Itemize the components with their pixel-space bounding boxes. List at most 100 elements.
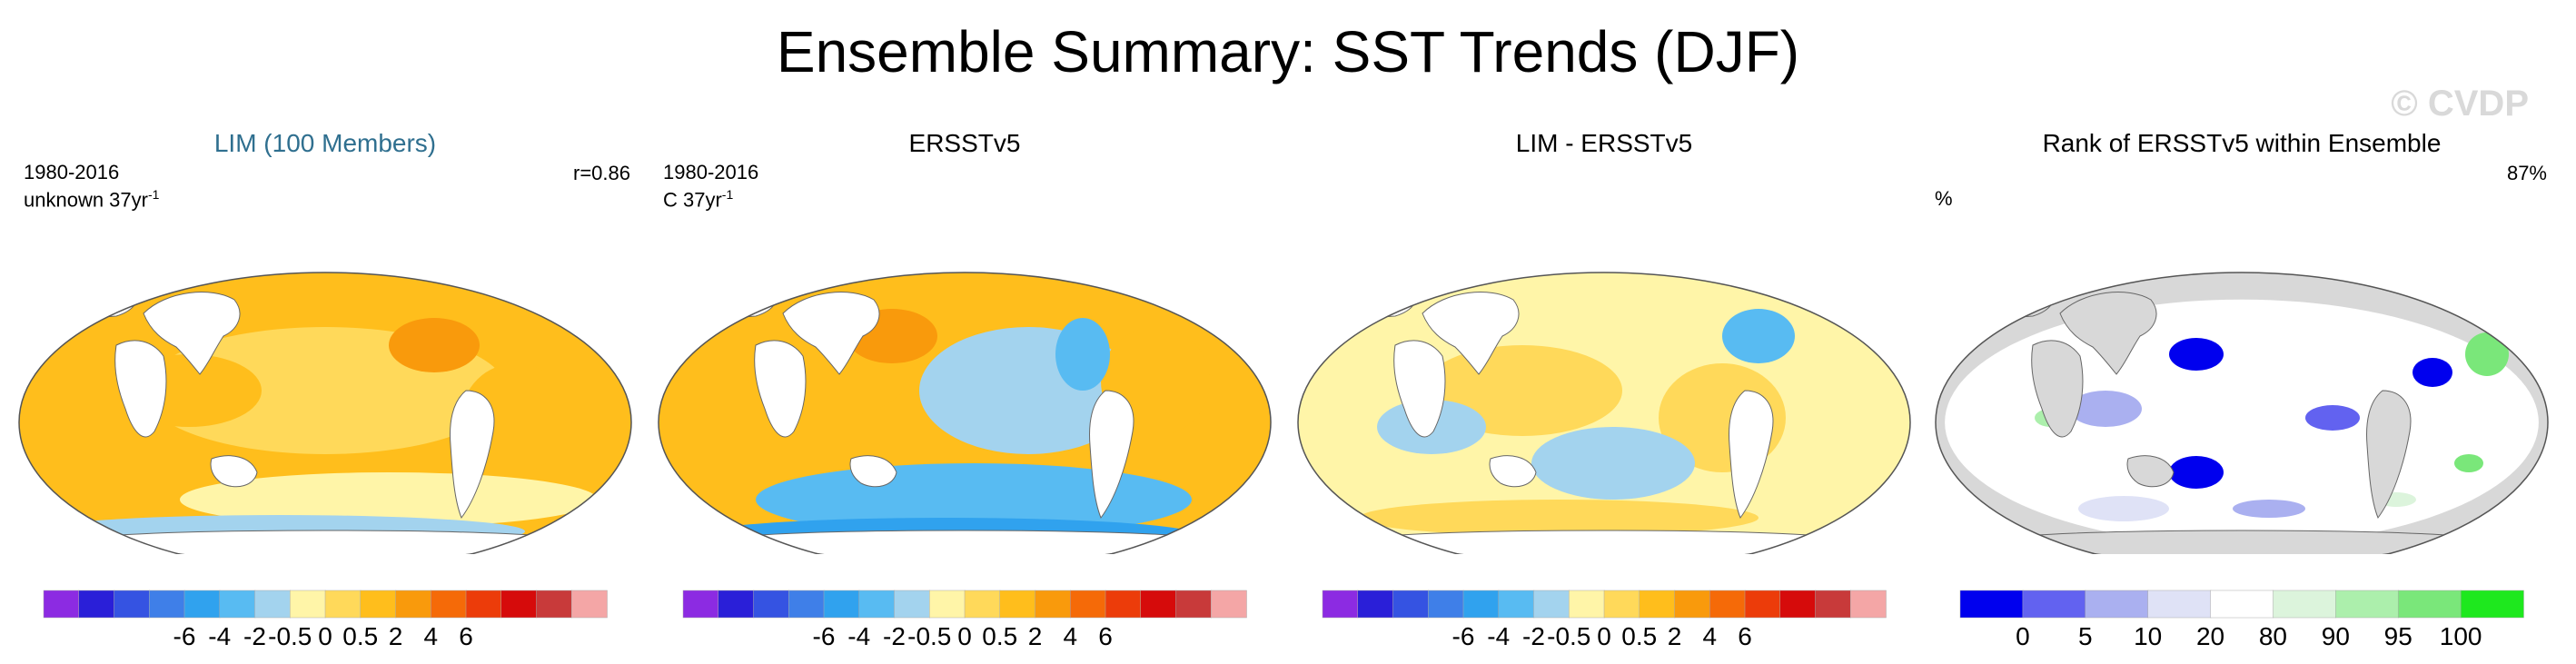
colorbar-tick-label: -2 xyxy=(243,622,266,650)
colorbar-segment xyxy=(1176,590,1212,618)
colorbar-segment xyxy=(1675,590,1710,618)
colorbar-segment xyxy=(895,590,930,618)
figure-title: Ensemble Summary: SST Trends (DJF) xyxy=(0,18,2576,85)
panel-diff: LIM - ERSSTv5 -6 -4 -2 -0.5 0 0.5 2 4 6 xyxy=(1286,118,1922,663)
colorbar-segment xyxy=(290,590,325,618)
colorbar-segment xyxy=(255,590,291,618)
colorbar-segment xyxy=(965,590,1000,618)
colorbar-segment xyxy=(2023,590,2086,618)
colorbar-segment xyxy=(1105,590,1141,618)
colorbar-segment xyxy=(2273,590,2335,618)
colorbar-segment xyxy=(149,590,184,618)
colorbar-segment xyxy=(1960,590,2023,618)
colorbar-tick-label: 6 xyxy=(459,622,473,650)
colorbar-tick-label: -4 xyxy=(208,622,231,650)
colorbar-segment xyxy=(114,590,150,618)
colorbar-tick-label: -4 xyxy=(1487,622,1510,650)
colorbar-segment xyxy=(1816,590,1851,618)
colorbar-segment xyxy=(44,590,79,618)
colorbar-tick-label: 0.5 xyxy=(982,622,1017,650)
colorbar-tick-label: 2 xyxy=(1028,622,1043,650)
colorbar-segment xyxy=(2398,590,2461,618)
colorbar-tick-label: 0.5 xyxy=(342,622,378,650)
colorbar-segment xyxy=(718,590,754,618)
colorbar-segment xyxy=(1323,590,1358,618)
colorbar-tick-label: -0.5 xyxy=(907,622,951,650)
colorbar-segment xyxy=(1709,590,1745,618)
colorbar-segment xyxy=(754,590,789,618)
colorbar-tick-label: 80 xyxy=(2259,622,2287,650)
colorbar-tick-label: 2 xyxy=(389,622,403,650)
colorbar-segment xyxy=(396,590,431,618)
colorbar-tick-label: 2 xyxy=(1668,622,1682,650)
colorbar-segment xyxy=(788,590,824,618)
colorbar-segment xyxy=(184,590,220,618)
panel-ersst: ERSSTv5 1980-2016 C 37yr-1 -6 -4 -2 -0.5 0 0.… xyxy=(647,118,1283,663)
colorbar-segment xyxy=(2211,590,2274,618)
colorbar-segment xyxy=(325,590,361,618)
colorbar-segment xyxy=(501,590,537,618)
colorbar-segment xyxy=(2335,590,2398,618)
colorbar-tick-label: 6 xyxy=(1098,622,1113,650)
colorbar-tick-label: 20 xyxy=(2196,622,2224,650)
colorbar-tick-label: -6 xyxy=(1452,622,1475,650)
colorbar-tick-label: 4 xyxy=(1702,622,1717,650)
colorbar-diff: -6 -4 -2 -0.5 0 0.5 2 4 6 xyxy=(1286,118,1922,663)
colorbar-segment xyxy=(1534,590,1570,618)
colorbar-segment xyxy=(1604,590,1640,618)
colorbar-segment xyxy=(466,590,501,618)
colorbar-tick-label: 10 xyxy=(2134,622,2162,650)
colorbar-tick-label: 0 xyxy=(957,622,972,650)
colorbar-segment xyxy=(824,590,859,618)
colorbar-segment xyxy=(1000,590,1035,618)
colorbar-tick-label: -2 xyxy=(1522,622,1545,650)
colorbar-tick-label: -4 xyxy=(847,622,870,650)
colorbar-segment xyxy=(1211,590,1246,618)
colorbar-tick-label: -2 xyxy=(883,622,906,650)
colorbar-tick-label: 6 xyxy=(1738,622,1752,650)
colorbar-segment xyxy=(1393,590,1429,618)
colorbar-tick-label: 4 xyxy=(1063,622,1077,650)
colorbar-ersst: -6 -4 -2 -0.5 0 0.5 2 4 6 xyxy=(647,118,1283,663)
colorbar-segment xyxy=(571,590,607,618)
colorbar-segment xyxy=(1358,590,1393,618)
colorbar-segment xyxy=(220,590,255,618)
colorbar-segment xyxy=(1070,590,1105,618)
colorbar-segment xyxy=(929,590,965,618)
colorbar-tick-label: 0 xyxy=(2016,622,2030,650)
colorbar-segment xyxy=(1141,590,1176,618)
colorbar-tick-label: 0 xyxy=(318,622,332,650)
colorbar-segment xyxy=(431,590,466,618)
colorbar-segment xyxy=(1499,590,1534,618)
colorbar-segment xyxy=(1035,590,1071,618)
colorbar-tick-label: -0.5 xyxy=(1547,622,1590,650)
colorbar-tick-label: 0 xyxy=(1597,622,1611,650)
colorbar-tick-label: -6 xyxy=(813,622,836,650)
colorbar-tick-label: -6 xyxy=(173,622,196,650)
colorbar-tick-label: 4 xyxy=(423,622,438,650)
colorbar-segment xyxy=(1780,590,1816,618)
colorbar-tick-label: 100 xyxy=(2440,622,2482,650)
colorbar-segment xyxy=(859,590,895,618)
colorbar-segment xyxy=(1463,590,1499,618)
colorbar-segment xyxy=(2461,590,2523,618)
colorbar-tick-label: 90 xyxy=(2322,622,2350,650)
colorbar-segment xyxy=(79,590,114,618)
colorbar-tick-label: 95 xyxy=(2384,622,2413,650)
colorbar-segment xyxy=(683,590,718,618)
panel-lim: LIM (100 Members) 1980-2016 unknown 37yr… xyxy=(7,118,643,663)
colorbar-segment xyxy=(361,590,396,618)
colorbar-tick-label: -0.5 xyxy=(268,622,312,650)
colorbar-rank: 0 5 10 20 80 90 95 100 xyxy=(1924,118,2560,663)
colorbar-tick-label: 0.5 xyxy=(1621,622,1657,650)
colorbar-segment xyxy=(1745,590,1780,618)
colorbar-segment xyxy=(1428,590,1463,618)
colorbar-segment xyxy=(537,590,572,618)
panel-rank: Rank of ERSSTv5 within Ensemble 87% % 0 5… xyxy=(1924,118,2560,663)
colorbar-segment xyxy=(2148,590,2211,618)
colorbar-segment xyxy=(1850,590,1886,618)
colorbar-lim: -6 -4 -2 -0.5 0 0.5 2 4 6 xyxy=(7,118,643,663)
colorbar-segment xyxy=(1569,590,1604,618)
colorbar-segment xyxy=(2086,590,2148,618)
colorbar-segment xyxy=(1640,590,1675,618)
